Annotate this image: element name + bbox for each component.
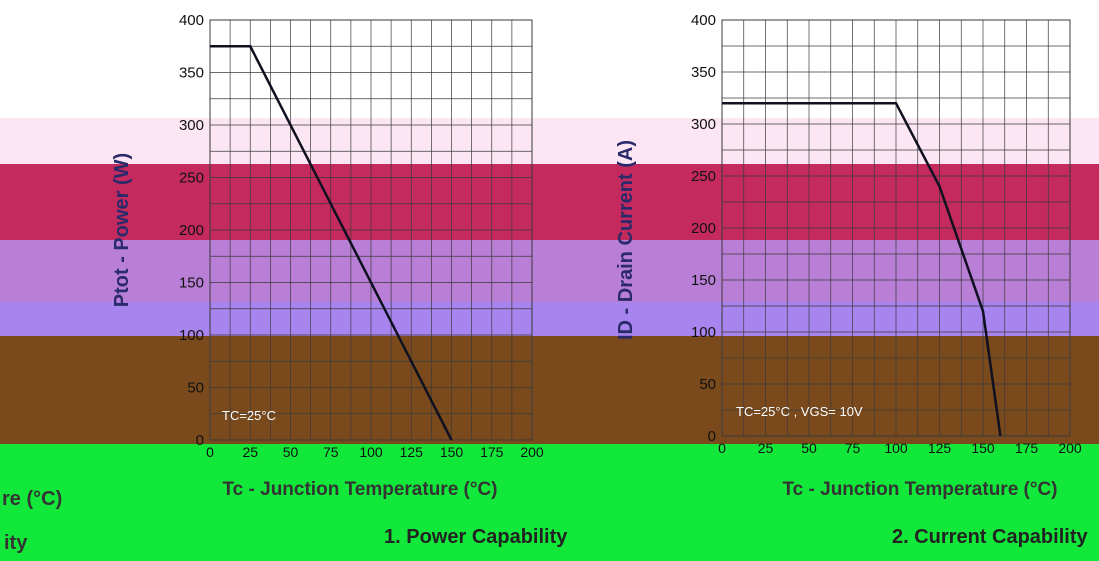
x-tick-label: 50 [801,440,817,456]
y-tick-label: 100 [179,327,204,344]
band-purple [0,240,1099,302]
x-tick-label: 200 [1058,440,1082,456]
y-tick-label: 350 [179,65,204,82]
y-tick-label: 350 [691,64,716,81]
y-tick-label: 50 [187,380,204,397]
x-tick-label: 100 [359,444,383,460]
y-tick-label: 100 [691,324,716,341]
x-tick-label: 200 [520,444,544,460]
x-tick-label: 0 [206,444,214,460]
y-tick-label: 200 [179,222,204,239]
power-capability-chart: 0 50 100 150 200 250 300 350 400 0 25 50 75 100 125 150… [111,12,544,500]
x-tick-label: 75 [845,440,861,456]
series-line [722,101,1002,437]
x-tick-label: 25 [758,440,774,456]
series-line [210,45,453,441]
y-tick-label: 150 [691,272,716,289]
left-clipped-axis-label: re (°C) [2,488,63,510]
y-tick-label: 300 [691,116,716,133]
chart-annotation: TC=25°C [222,408,276,423]
y-tick-label: 200 [691,220,716,237]
x-tick-label: 0 [718,440,726,456]
x-tick-label: 125 [400,444,424,460]
band-green [0,444,1099,561]
x-tick-label: 50 [283,444,299,460]
y-tick-label: 250 [179,170,204,187]
y-tick-label: 50 [699,376,716,393]
x-tick-label: 175 [480,444,504,460]
left-clipped-caption: ity [4,532,28,554]
x-tick-label: 75 [323,444,339,460]
chart-annotation: TC=25°C , VGS= 10V [736,404,863,419]
band-violet [0,302,1099,336]
x-tick-label: 125 [928,440,952,456]
x-axis-label: Tc - Junction Temperature (°C) [782,479,1057,500]
chart-1-caption: 1. Power Capability [384,526,568,548]
y-tick-label: 250 [691,168,716,185]
y-tick-label: 400 [179,12,204,29]
y-tick-label: 400 [691,12,716,29]
x-tick-label: 150 [440,444,464,460]
x-tick-label: 25 [242,444,258,460]
y-tick-label: 300 [179,117,204,134]
y-axis-label: Ptot - Power (W) [111,153,133,307]
y-tick-label: 0 [708,428,716,445]
x-tick-label: 175 [1015,440,1039,456]
chart-2-caption: 2. Current Capability [892,526,1088,548]
x-axis-label: Tc - Junction Temperature (°C) [222,479,497,500]
band-brown [0,336,1099,444]
x-tick-label: 100 [884,440,908,456]
x-tick-label: 150 [971,440,995,456]
plot-frame [721,19,1071,437]
current-capability-chart: 0 50 100 150 200 250 300 350 400 0 25 50 75 100 125 150… [615,12,1082,500]
y-axis-label: ID - Drain Current (A) [615,140,637,340]
plot-frame [209,19,533,441]
y-tick-label: 150 [179,275,204,292]
y-tick-label: 0 [196,432,204,449]
